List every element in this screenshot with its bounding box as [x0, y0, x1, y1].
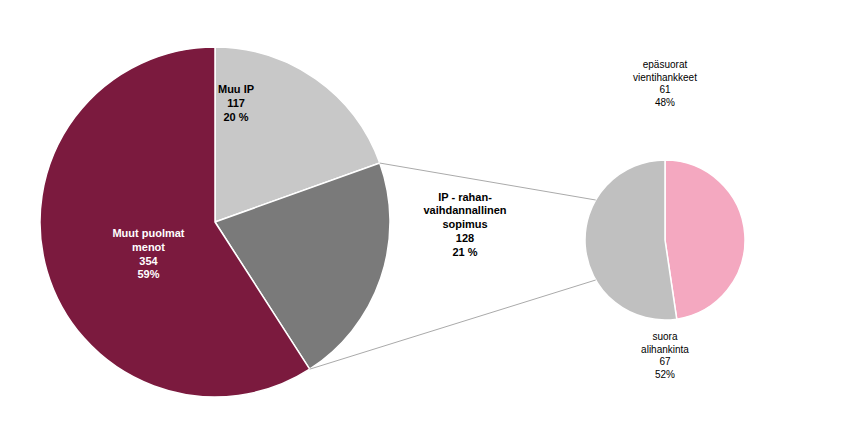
slice-share: 20 % [223, 111, 248, 123]
slice-name: epäsuoratvientihankkeet [633, 59, 697, 83]
pie-slice [665, 160, 745, 319]
slice-value: 117 [227, 97, 245, 109]
connector [310, 280, 596, 369]
pie-slice [40, 47, 310, 397]
slice-name: Muut puolmatmenot [112, 227, 184, 253]
pie [585, 160, 745, 320]
slice-label: IP - rahan-vaihdannallinensopimus128 21 % [423, 191, 506, 258]
slice-value: 354 [139, 255, 158, 267]
slice-share: 52% [655, 369, 675, 380]
chart: Muu IP 117 20 % Muut puolmatmenot 35459% IP -… [0, 0, 852, 444]
slice-value: 67 [659, 356, 671, 367]
slice-value: 128 [456, 232, 474, 244]
slice-value: 61 [659, 84, 671, 95]
slice-share: 21 % [452, 246, 477, 258]
slice-share: 48% [655, 97, 675, 108]
slice-share: 59% [137, 268, 159, 280]
slice-name: Muu IP [218, 83, 254, 95]
slice-label: Muu IP 117 20 % [218, 83, 254, 123]
slice-label: suoraalihankinta67 52% [641, 331, 689, 380]
slice-name: suoraalihankinta [641, 331, 689, 355]
slice-label: epäsuoratvientihankkeet61 48% [633, 59, 697, 108]
slice-name: IP - rahan-vaihdannallinensopimus [423, 191, 506, 231]
slice-label: Muut puolmatmenot 35459% [112, 227, 184, 280]
pie [40, 47, 390, 397]
pie-slice [585, 160, 677, 320]
